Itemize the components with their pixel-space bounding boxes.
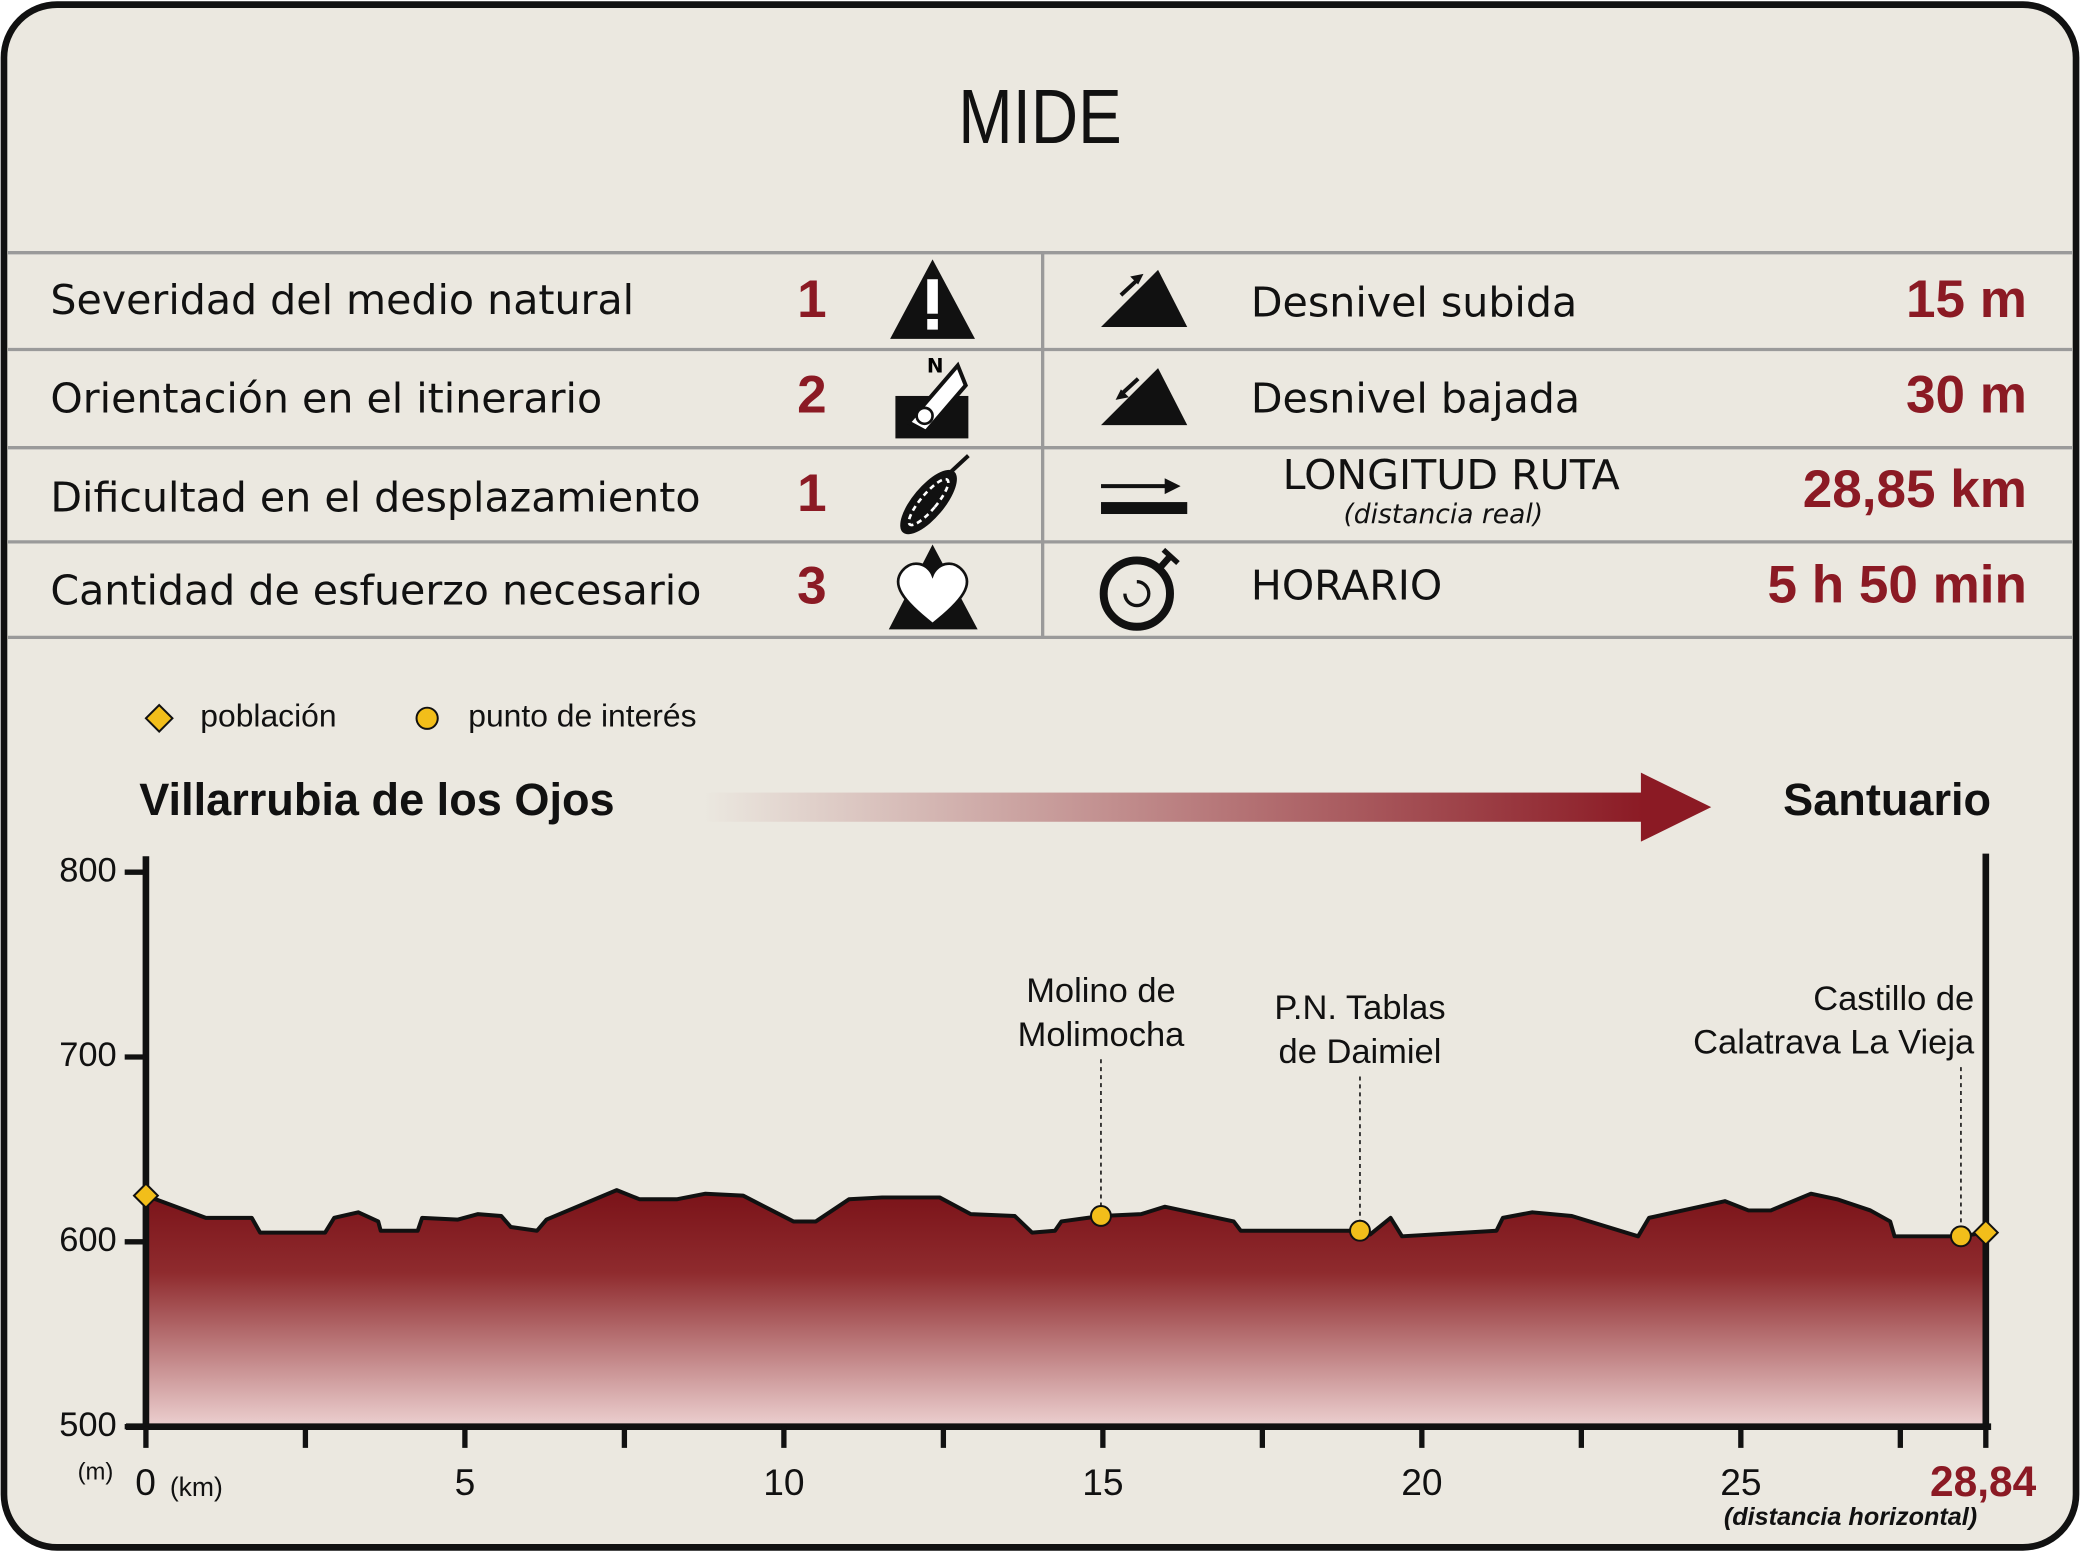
poi-label: P.N. Tablas <box>1274 989 1445 1027</box>
start-label: Villarrubia de los Ojos <box>139 774 614 825</box>
x-tick-label: 25 <box>1720 1461 1761 1503</box>
icon-descent <box>1101 368 1188 426</box>
x-tick-label: 10 <box>763 1461 804 1503</box>
legend-label: punto de interés <box>468 698 696 734</box>
poi-marker <box>1949 1225 1972 1248</box>
stat-label: HORARIO <box>1251 561 1442 609</box>
town-marker <box>1972 1219 2000 1246</box>
mide-label: Dificultad en el desplazamiento <box>50 474 700 522</box>
poi-marker <box>1090 1205 1112 1227</box>
stat-note: (distancia real) <box>1343 499 1543 530</box>
x-tick-label: 0 <box>135 1461 156 1503</box>
icon-displacement <box>900 454 970 535</box>
svg-text:N: N <box>927 354 944 377</box>
x-tick-label: 15 <box>1082 1461 1123 1503</box>
mide-label: Severidad del medio natural <box>50 276 634 324</box>
poi-label: Molimocha <box>1018 1016 1185 1054</box>
mide-value: 3 <box>797 557 827 616</box>
icon-severity <box>890 259 975 339</box>
stat-value: 30 m <box>1906 366 2027 425</box>
legend-marker <box>144 703 174 733</box>
icon-orientation: N <box>895 354 969 439</box>
direction-arrow <box>703 772 1712 842</box>
icon-time <box>1099 547 1180 631</box>
stat-label: Desnivel subida <box>1251 279 1577 327</box>
x-tick-label: 20 <box>1401 1461 1442 1503</box>
mide-value: 2 <box>797 366 827 425</box>
y-unit: (m) <box>78 1458 114 1485</box>
title: MIDE <box>958 74 1121 160</box>
mide-label: Orientación en el itinerario <box>50 374 602 422</box>
mide-value: 1 <box>797 270 827 329</box>
stat-value: 5 h 50 min <box>1768 555 2027 614</box>
poi-label: Calatrava La Vieja <box>1693 1024 1975 1062</box>
mide-label: Cantidad de esfuerzo necesario <box>50 567 701 615</box>
x-tick-label: 5 <box>455 1461 476 1503</box>
y-tick-label: 500 <box>59 1406 117 1444</box>
stat-label: Desnivel bajada <box>1251 374 1580 422</box>
town-marker <box>132 1182 160 1209</box>
x-note: (distancia horizontal) <box>1724 1503 1977 1531</box>
elevation-area <box>145 1190 1986 1427</box>
elevation-line <box>145 1188 1987 1239</box>
end-label: Santuario <box>1783 774 1991 825</box>
stat-label: LONGITUD RUTA <box>1283 451 1620 499</box>
y-tick-label: 800 <box>59 851 117 889</box>
poi-label: de Daimiel <box>1279 1033 1442 1071</box>
legend-label: población <box>200 698 336 734</box>
x-tick-label: 28,84 <box>1930 1458 2037 1505</box>
y-tick-label: 700 <box>59 1036 117 1074</box>
poi-label: Castillo de <box>1813 980 1974 1018</box>
icon-ascent <box>1101 269 1188 327</box>
icon-effort <box>888 544 978 630</box>
legend-marker <box>415 706 439 730</box>
poi-marker <box>1349 1219 1371 1242</box>
mide-value: 1 <box>797 464 827 523</box>
stat-value: 28,85 km <box>1803 460 2027 519</box>
x-unit: (km) <box>170 1472 223 1502</box>
stat-value: 15 m <box>1906 270 2027 329</box>
y-tick-label: 600 <box>59 1221 117 1259</box>
poi-label: Molino de <box>1026 972 1175 1010</box>
icon-length <box>1101 478 1188 515</box>
